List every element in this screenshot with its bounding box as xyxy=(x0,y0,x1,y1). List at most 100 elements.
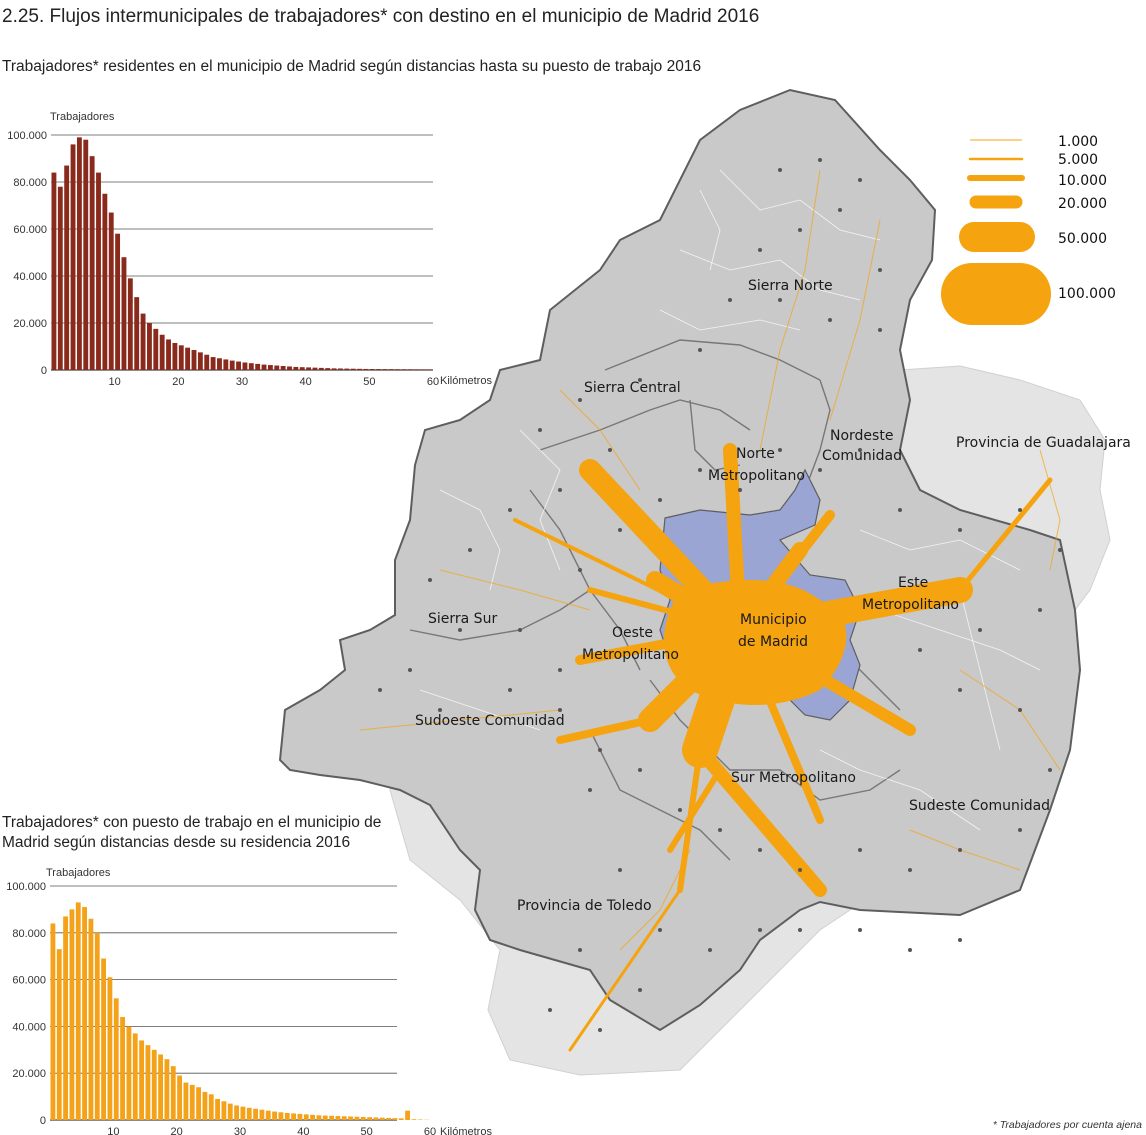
municipality-dot xyxy=(758,248,762,252)
legend-label-20000: 20.000 xyxy=(1058,196,1107,212)
bar xyxy=(427,369,432,370)
bar xyxy=(172,342,178,370)
municipality-dot xyxy=(428,578,432,582)
bar xyxy=(178,345,184,370)
bar xyxy=(280,366,286,370)
bar xyxy=(303,1114,309,1120)
bar xyxy=(63,916,68,1120)
bar xyxy=(82,907,87,1120)
municipality-dot xyxy=(908,868,912,872)
municipality-dot xyxy=(828,318,832,322)
x-tick-label: 60 xyxy=(424,1126,436,1135)
municipality-dot xyxy=(508,508,512,512)
municipality-dot xyxy=(858,448,862,452)
municipality-dot xyxy=(798,228,802,232)
bar xyxy=(229,360,235,370)
bar xyxy=(341,1116,347,1120)
x-tick-label: 40 xyxy=(300,376,312,388)
bar xyxy=(388,369,394,370)
x-tick-label: 20 xyxy=(171,1126,183,1135)
bar xyxy=(398,1118,404,1120)
bar xyxy=(357,368,362,370)
bar xyxy=(210,357,216,370)
municipality-dot xyxy=(608,448,612,452)
y-tick-label: 80.000 xyxy=(12,928,46,940)
bar xyxy=(89,156,95,370)
bar xyxy=(234,1105,239,1120)
bar xyxy=(316,1115,322,1120)
municipality-dot xyxy=(658,498,662,502)
flow-legend: 1.000 5.000 10.000 20.000 50.000 100.000 xyxy=(941,134,1116,325)
chart-workplace-xlabel: Kilómetros xyxy=(440,1126,492,1135)
bar xyxy=(134,297,140,370)
bar xyxy=(107,977,113,1120)
municipality-dot xyxy=(468,548,472,552)
commuting-map: Sierra Norte Sierra Central Norte Metropo… xyxy=(278,88,1131,1076)
municipality-dot xyxy=(758,848,762,852)
municipality-dot xyxy=(678,808,682,812)
municipality-dot xyxy=(858,848,862,852)
municipality-dot xyxy=(408,668,412,672)
bar xyxy=(278,1112,284,1120)
y-tick-label: 100.000 xyxy=(7,130,47,142)
bar xyxy=(329,1115,334,1120)
municipality-dot xyxy=(858,178,862,182)
y-tick-label: 60.000 xyxy=(12,975,46,987)
municipality-dot xyxy=(578,948,582,952)
bar xyxy=(69,909,75,1120)
y-tick-label: 80.000 xyxy=(13,177,47,189)
bar xyxy=(204,354,210,370)
municipality-dot xyxy=(588,788,592,792)
bar xyxy=(177,1075,182,1120)
bar xyxy=(127,278,133,370)
bar xyxy=(420,369,426,370)
x-tick-label: 50 xyxy=(361,1126,373,1135)
y-tick-label: 20.000 xyxy=(12,1068,46,1080)
municipality-dot xyxy=(878,268,882,272)
municipality-dot xyxy=(1058,548,1062,552)
bar xyxy=(272,1111,277,1120)
bar xyxy=(318,367,324,370)
bar xyxy=(126,1026,132,1120)
municipality-dot xyxy=(708,948,712,952)
municipality-dot xyxy=(558,668,562,672)
bar xyxy=(379,1117,385,1120)
bar xyxy=(164,1059,170,1120)
municipality-dot xyxy=(718,828,722,832)
bar xyxy=(325,368,331,370)
bar xyxy=(215,1098,220,1120)
label-sudeste-comunidad: Sudeste Comunidad xyxy=(909,798,1050,814)
municipality-dot xyxy=(578,398,582,402)
bar xyxy=(373,1117,379,1120)
bar xyxy=(183,1082,189,1120)
chart-residence-ylabel: Trabajadores xyxy=(50,111,115,123)
footnote: * Trabajadores por cuenta ajena xyxy=(992,1119,1142,1131)
municipality-dot xyxy=(878,328,882,332)
bar xyxy=(191,350,197,370)
bar xyxy=(151,1049,157,1120)
x-tick-label: 30 xyxy=(234,1126,246,1135)
label-norte-metropolitano: Norte Metropolitano xyxy=(708,446,805,484)
municipality-dot xyxy=(638,378,642,382)
bar xyxy=(242,362,248,370)
municipality-dot xyxy=(798,928,802,932)
x-tick-label: 60 xyxy=(427,376,439,388)
bar xyxy=(221,1101,227,1120)
label-sierra-central: Sierra Central xyxy=(584,380,681,396)
bar xyxy=(376,369,382,370)
bar xyxy=(259,1109,265,1120)
y-tick-label: 0 xyxy=(40,1115,46,1127)
bar xyxy=(414,369,420,370)
bar xyxy=(94,932,100,1120)
bar xyxy=(274,365,280,370)
x-tick-label: 40 xyxy=(297,1126,309,1135)
municipality-dot xyxy=(598,1028,602,1032)
bar xyxy=(344,368,350,370)
municipality-dot xyxy=(898,508,902,512)
bar xyxy=(335,1116,341,1120)
bar xyxy=(405,1110,410,1120)
bar xyxy=(348,1116,353,1120)
bar xyxy=(75,902,81,1120)
bar xyxy=(312,367,318,370)
municipality-dot xyxy=(1018,828,1022,832)
